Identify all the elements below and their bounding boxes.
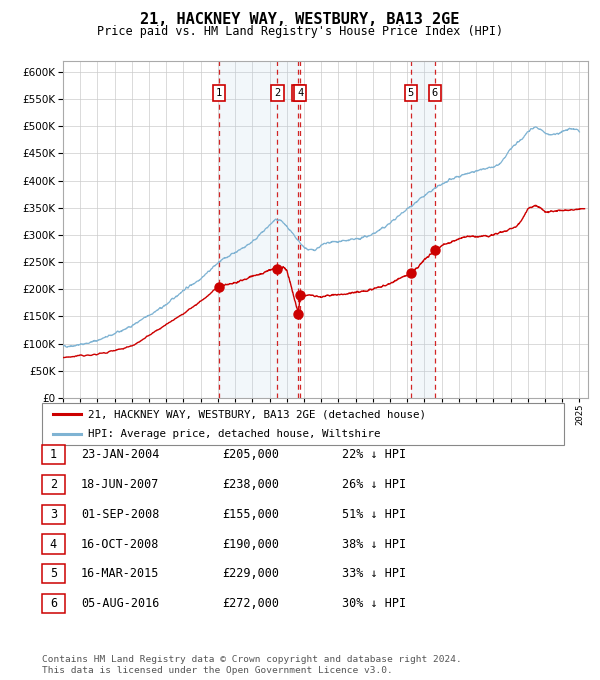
Text: 2: 2 <box>274 88 281 98</box>
Text: 22% ↓ HPI: 22% ↓ HPI <box>342 447 406 461</box>
Text: £238,000: £238,000 <box>222 477 279 491</box>
Bar <box>219 61 277 398</box>
Text: 6: 6 <box>431 88 438 98</box>
Text: HPI: Average price, detached house, Wiltshire: HPI: Average price, detached house, Wilt… <box>88 429 381 439</box>
Text: Contains HM Land Registry data © Crown copyright and database right 2024.: Contains HM Land Registry data © Crown c… <box>42 655 462 664</box>
Text: £190,000: £190,000 <box>222 537 279 551</box>
Text: 5: 5 <box>50 567 57 581</box>
Text: 23-JAN-2004: 23-JAN-2004 <box>81 447 160 461</box>
Bar <box>277 61 301 398</box>
Text: Price paid vs. HM Land Registry's House Price Index (HPI): Price paid vs. HM Land Registry's House … <box>97 24 503 38</box>
Text: 51% ↓ HPI: 51% ↓ HPI <box>342 507 406 521</box>
Text: 30% ↓ HPI: 30% ↓ HPI <box>342 597 406 611</box>
Text: 05-AUG-2016: 05-AUG-2016 <box>81 597 160 611</box>
Text: 6: 6 <box>50 597 57 611</box>
Text: 38% ↓ HPI: 38% ↓ HPI <box>342 537 406 551</box>
Text: 16-MAR-2015: 16-MAR-2015 <box>81 567 160 581</box>
Text: £205,000: £205,000 <box>222 447 279 461</box>
Text: 33% ↓ HPI: 33% ↓ HPI <box>342 567 406 581</box>
Text: 4: 4 <box>297 88 304 98</box>
Bar <box>411 61 434 398</box>
Text: 2: 2 <box>50 477 57 491</box>
Text: £155,000: £155,000 <box>222 507 279 521</box>
Text: 16-OCT-2008: 16-OCT-2008 <box>81 537 160 551</box>
Text: 3: 3 <box>295 88 301 98</box>
Text: 5: 5 <box>408 88 414 98</box>
Text: This data is licensed under the Open Government Licence v3.0.: This data is licensed under the Open Gov… <box>42 666 393 675</box>
Text: 01-SEP-2008: 01-SEP-2008 <box>81 507 160 521</box>
Text: 21, HACKNEY WAY, WESTBURY, BA13 2GE (detached house): 21, HACKNEY WAY, WESTBURY, BA13 2GE (det… <box>88 409 426 420</box>
Text: 1: 1 <box>216 88 222 98</box>
Text: 3: 3 <box>50 507 57 521</box>
Text: £229,000: £229,000 <box>222 567 279 581</box>
Text: 1: 1 <box>50 447 57 461</box>
Text: 4: 4 <box>50 537 57 551</box>
Text: 18-JUN-2007: 18-JUN-2007 <box>81 477 160 491</box>
Text: 26% ↓ HPI: 26% ↓ HPI <box>342 477 406 491</box>
Text: £272,000: £272,000 <box>222 597 279 611</box>
Text: 21, HACKNEY WAY, WESTBURY, BA13 2GE: 21, HACKNEY WAY, WESTBURY, BA13 2GE <box>140 12 460 27</box>
